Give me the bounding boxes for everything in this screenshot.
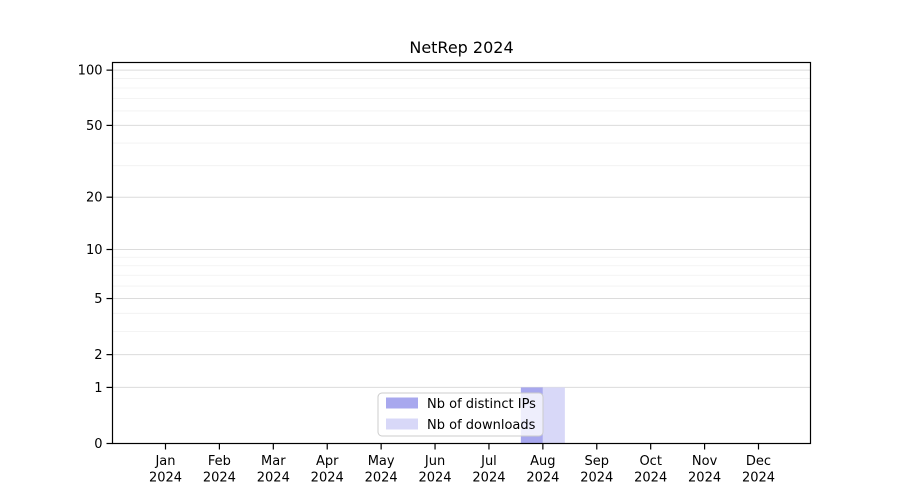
x-tick-label-year: 2024 <box>365 471 398 486</box>
x-tick-label-month: May <box>368 454 395 469</box>
x-tick-label-year: 2024 <box>257 471 290 486</box>
x-tick-label-year: 2024 <box>634 471 667 486</box>
y-tick-label: 5 <box>94 292 102 307</box>
chart-title: NetRep 2024 <box>409 38 513 57</box>
y-tick-label: 20 <box>86 191 103 206</box>
x-tick-label-year: 2024 <box>203 471 236 486</box>
x-tick-label-month: Feb <box>208 454 231 469</box>
x-tick-label-year: 2024 <box>526 471 559 486</box>
bar-aug-2024-nb-of-downloads <box>542 387 565 444</box>
x-tick-label-month: Jan <box>154 454 175 469</box>
legend-swatch-distinct-ips <box>386 397 418 409</box>
legend-label-downloads: Nb of downloads <box>427 418 536 433</box>
x-tick-label-year: 2024 <box>742 471 775 486</box>
legend-box <box>377 392 544 437</box>
x-tick-label-year: 2024 <box>688 471 721 486</box>
x-tick-label-month: Jul <box>480 454 497 469</box>
x-tick-label-month: Mar <box>261 454 286 469</box>
x-tick-label-month: Nov <box>692 454 718 469</box>
y-tick-label: 2 <box>94 348 102 363</box>
x-tick-label-year: 2024 <box>418 471 451 486</box>
x-tick-label-year: 2024 <box>472 471 505 486</box>
legend-swatch-downloads <box>386 418 418 430</box>
x-tick-label-month: Sep <box>585 454 610 469</box>
x-tick-label-month: Jun <box>424 454 445 469</box>
x-tick-label-year: 2024 <box>311 471 344 486</box>
axes-spines <box>111 61 812 445</box>
x-tick-label-year: 2024 <box>580 471 613 486</box>
x-tick-label-month: Aug <box>530 454 555 469</box>
x-tick-label-month: Dec <box>746 454 771 469</box>
x-tick-label-month: Apr <box>316 454 339 469</box>
y-tick-label: 50 <box>86 119 103 134</box>
y-tick-label: 1 <box>94 381 102 396</box>
x-tick-label-month: Oct <box>639 454 661 469</box>
legend-label-distinct-ips: Nb of distinct IPs <box>427 397 536 412</box>
y-tick-label: 10 <box>86 243 103 258</box>
y-tick-label: 100 <box>78 64 103 79</box>
y-tick-label: 0 <box>94 437 102 452</box>
x-tick-label-year: 2024 <box>149 471 182 486</box>
